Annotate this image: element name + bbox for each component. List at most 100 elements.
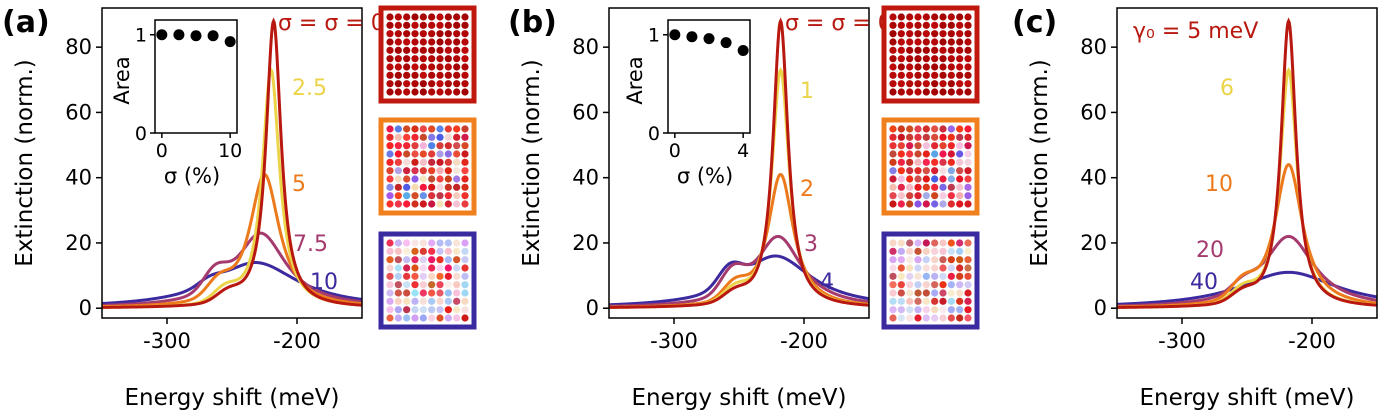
series-line-0 <box>102 17 362 309</box>
lattice-site <box>436 63 444 71</box>
lattice-site <box>956 314 964 322</box>
lattice-site <box>939 125 947 133</box>
lattice-site <box>436 133 444 141</box>
lattice-site <box>444 13 452 21</box>
lattice-site <box>947 314 955 322</box>
lattice-site <box>444 21 452 29</box>
lattice-site <box>931 175 939 183</box>
lattice-thumbnail-moderate-disorder <box>378 117 477 216</box>
lattice-site <box>411 13 419 21</box>
inset-y-tick-label: 1 <box>648 25 660 47</box>
lattice-site <box>931 289 939 297</box>
lattice-site <box>403 55 411 63</box>
inset-x-tick-label: 0 <box>156 140 168 162</box>
lattice-site <box>428 30 436 38</box>
lattice-site <box>411 167 419 175</box>
inset-y-tick-label: 1 <box>135 25 147 47</box>
lattice-site <box>403 38 411 46</box>
lattice-site <box>453 55 461 63</box>
series-label-value: 5 <box>292 172 306 197</box>
lattice-site <box>386 46 394 54</box>
lattice-site <box>394 133 402 141</box>
inset-x-tick-label: 10 <box>218 140 242 162</box>
lattice-site <box>897 314 905 322</box>
lattice-site <box>922 63 930 71</box>
lattice-site <box>889 297 897 305</box>
series-label-1: 1 <box>800 79 814 104</box>
lattice-site <box>931 256 939 264</box>
lattice-site <box>428 200 436 208</box>
x-tick-label: -300 <box>143 329 191 353</box>
lattice-site <box>956 158 964 166</box>
lattice-site <box>964 71 972 79</box>
lattice-site <box>453 239 461 247</box>
lattice-site <box>939 256 947 264</box>
lattice-site <box>461 150 469 158</box>
lattice-site <box>906 183 914 191</box>
lattice-site <box>897 88 905 96</box>
lattice-site <box>444 46 452 54</box>
lattice-site <box>939 142 947 150</box>
x-tick-label: -200 <box>780 329 828 353</box>
lattice-site <box>436 264 444 272</box>
lattice-site <box>453 272 461 280</box>
lattice-site <box>428 55 436 63</box>
lattice-site <box>453 297 461 305</box>
lattice-site <box>386 150 394 158</box>
y-tick-label: 80 <box>1080 35 1107 59</box>
lattice-site <box>931 133 939 141</box>
lattice-site <box>428 158 436 166</box>
lattice-site <box>394 13 402 21</box>
lattice-site <box>931 247 939 255</box>
lattice-site <box>453 88 461 96</box>
lattice-site <box>386 192 394 200</box>
lattice-site <box>386 256 394 264</box>
lattice-site <box>939 71 947 79</box>
lattice-site <box>931 264 939 272</box>
lattice-site <box>914 142 922 150</box>
lattice-site <box>947 13 955 21</box>
lattice-site <box>411 183 419 191</box>
x-tick-label: -200 <box>1288 329 1336 353</box>
y-tick-label: 0 <box>586 296 599 320</box>
lattice-site <box>428 38 436 46</box>
lattice-site <box>394 247 402 255</box>
lattice-site <box>444 297 452 305</box>
lattice-site <box>453 71 461 79</box>
lattice-site <box>914 125 922 133</box>
lattice-site <box>428 150 436 158</box>
lattice-site <box>922 264 930 272</box>
series-label-prefix: σ = <box>278 11 324 36</box>
lattice-site <box>947 80 955 88</box>
lattice-site <box>914 167 922 175</box>
lattice-site <box>922 71 930 79</box>
lattice-site <box>889 13 897 21</box>
lattice-site <box>428 256 436 264</box>
lattice-site <box>922 150 930 158</box>
lattice-site <box>436 183 444 191</box>
plot-frame <box>101 7 363 319</box>
lattice-site <box>947 239 955 247</box>
lattice-site <box>897 306 905 314</box>
lattice-site <box>964 306 972 314</box>
lattice-site <box>394 150 402 158</box>
lattice-thumbnail-strong-disorder <box>881 231 980 330</box>
inset-point <box>686 31 698 43</box>
y-axis-label: Extinction (norm.) <box>12 59 38 267</box>
lattice-site <box>428 142 436 150</box>
lattice-site <box>419 200 427 208</box>
lattice-site <box>386 125 394 133</box>
lattice-site <box>411 175 419 183</box>
y-tick-label: 40 <box>572 166 599 190</box>
lattice-site <box>922 125 930 133</box>
lattice-site <box>394 80 402 88</box>
lattice-site <box>411 272 419 280</box>
lattice-site <box>444 247 452 255</box>
lattice-site <box>914 38 922 46</box>
x-tick-label: -300 <box>1158 329 1206 353</box>
lattice-site <box>419 272 427 280</box>
lattice-site <box>428 80 436 88</box>
lattice-site <box>931 167 939 175</box>
inset-plot: 0 4 0 1 σ (%) Area <box>623 19 751 188</box>
lattice-site <box>411 289 419 297</box>
